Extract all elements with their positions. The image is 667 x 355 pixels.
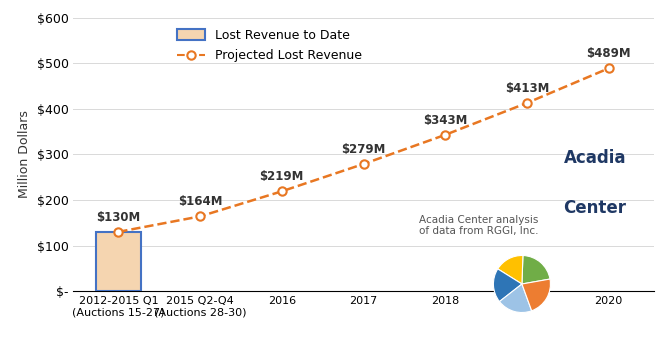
Y-axis label: Million Dollars: Million Dollars xyxy=(18,110,31,198)
Wedge shape xyxy=(522,279,550,311)
Text: $164M: $164M xyxy=(178,195,222,208)
Wedge shape xyxy=(498,256,523,284)
Text: Center: Center xyxy=(564,199,626,217)
Text: $413M: $413M xyxy=(505,82,549,95)
Text: $489M: $489M xyxy=(586,47,631,60)
Legend: Lost Revenue to Date, Projected Lost Revenue: Lost Revenue to Date, Projected Lost Rev… xyxy=(173,24,367,67)
Wedge shape xyxy=(494,269,522,301)
Wedge shape xyxy=(522,256,550,284)
Text: $130M: $130M xyxy=(96,211,141,224)
Text: Acadia: Acadia xyxy=(564,149,626,167)
Bar xyxy=(96,232,141,291)
Wedge shape xyxy=(500,284,532,312)
Text: $279M: $279M xyxy=(342,143,386,156)
Text: $343M: $343M xyxy=(423,114,468,127)
Text: Acadia Center analysis
of data from RGGI, Inc.: Acadia Center analysis of data from RGGI… xyxy=(419,214,538,236)
Text: $219M: $219M xyxy=(259,170,304,183)
